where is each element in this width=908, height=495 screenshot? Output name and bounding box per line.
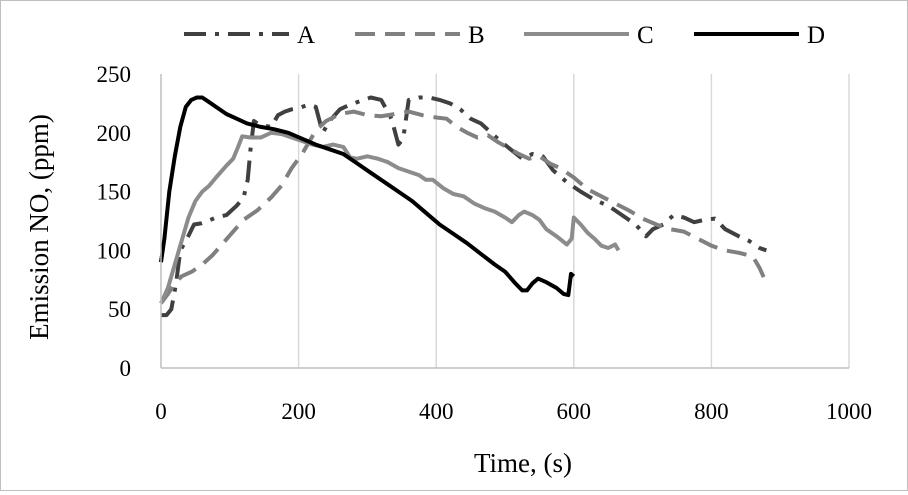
y-tick-label: 200 <box>97 121 132 146</box>
y-axis-title: Emission NO, (ppm) <box>24 114 54 340</box>
x-tick-label: 600 <box>557 399 592 424</box>
legend: A B C D <box>184 22 825 49</box>
y-tick-label: 0 <box>120 356 132 381</box>
x-tick-label: 400 <box>419 399 454 424</box>
x-tick-label: 800 <box>694 399 729 424</box>
series-line-B <box>159 109 769 305</box>
x-tick-label: 0 <box>155 399 167 424</box>
y-tick-label: 50 <box>108 297 131 322</box>
y-tick-label: 150 <box>97 180 132 205</box>
x-axis-title: Time, (s) <box>474 448 572 478</box>
x-tick-label: 1000 <box>826 399 872 424</box>
y-tick-label: 250 <box>97 62 132 87</box>
x-tick-label: 200 <box>281 399 316 424</box>
series-line-D <box>159 95 576 298</box>
series-line-A <box>161 95 768 318</box>
tick-labels: 0 200 400 600 800 1000 0 50 100 150 200 250 <box>97 62 873 424</box>
legend-label-A: A <box>297 22 315 49</box>
y-tick-label: 100 <box>97 238 132 263</box>
series-layer <box>159 95 769 318</box>
axes <box>160 74 849 369</box>
legend-label-C: C <box>637 22 654 49</box>
legend-label-D: D <box>807 22 825 49</box>
legend-label-B: B <box>468 22 485 49</box>
series-line-C <box>159 130 621 305</box>
